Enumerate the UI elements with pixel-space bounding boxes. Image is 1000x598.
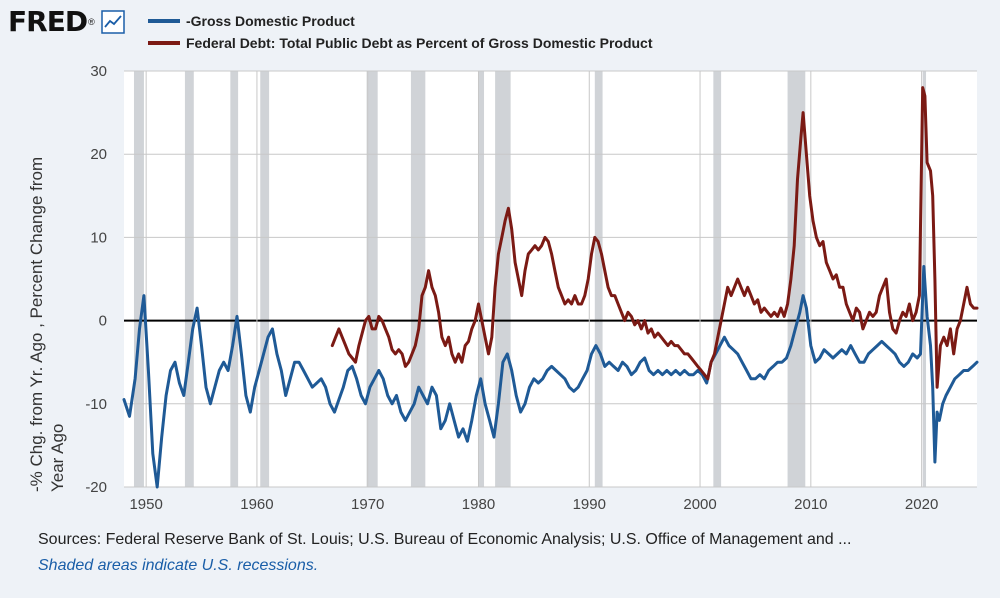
y-tick-label: 30 (90, 63, 107, 80)
recession-band-5 (410, 71, 426, 487)
legend-item-gdp[interactable]: -Gross Domestic Product (148, 10, 653, 32)
legend-swatch-gdp (148, 19, 180, 23)
y-axis-ticks: -20 -10 0 10 20 30 (85, 63, 107, 496)
x-tick-label: 2020 (905, 496, 938, 513)
y-tick-label: 0 (99, 313, 107, 330)
series-line-gdp[interactable] (122, 265, 979, 489)
recession-band-10 (787, 71, 806, 487)
recession-band-4 (366, 71, 378, 487)
recession-band-1 (184, 71, 194, 487)
footer-recession-note: Shaded areas indicate U.S. recessions. (38, 557, 319, 574)
recession-band-0 (133, 71, 144, 487)
legend: -Gross Domestic Product Federal Debt: To… (148, 10, 653, 54)
x-tick-label: 1960 (240, 496, 273, 513)
y-tick-label: -20 (85, 479, 107, 496)
y-tick-label: 10 (90, 229, 107, 246)
x-tick-label: 1970 (351, 496, 384, 513)
y-axis-label-line1: -% Chg. from Yr. Ago , Percent Change fr… (27, 157, 46, 492)
y-tick-label: -10 (85, 396, 107, 413)
series-line-debt[interactable] (330, 86, 979, 389)
footer-sources: Sources: Federal Reserve Bank of St. Lou… (38, 531, 852, 548)
chart-header: FRED ® -Gross Domestic Product Federal D… (0, 0, 1000, 60)
x-tick-label: 2000 (683, 496, 716, 513)
recession-band-6 (478, 71, 485, 487)
recession-band-7 (495, 71, 511, 487)
recession-bands (133, 71, 927, 487)
plot-background (124, 71, 977, 487)
x-tick-label: 2010 (794, 496, 827, 513)
legend-item-debt[interactable]: Federal Debt: Total Public Debt as Perce… (148, 32, 653, 54)
recession-band-3 (260, 71, 270, 487)
recession-band-9 (713, 71, 722, 487)
fred-logo-text: FRED (8, 5, 88, 38)
grid-lines (124, 70, 977, 488)
registered-mark: ® (88, 16, 95, 27)
x-tick-label: 1990 (573, 496, 606, 513)
x-axis-ticks: 1950 1960 1970 1980 1990 2000 2010 2020 (129, 496, 938, 513)
recession-band-8 (594, 71, 603, 487)
legend-swatch-debt (148, 41, 180, 45)
graph-icon (100, 9, 125, 34)
y-axis-label-line2: Year Ago (48, 424, 67, 492)
series-lines (122, 86, 979, 489)
x-tick-label: 1950 (129, 496, 162, 513)
legend-label-gdp: -Gross Domestic Product (186, 13, 355, 29)
legend-label-debt: Federal Debt: Total Public Debt as Perce… (186, 35, 653, 51)
y-tick-label: 20 (90, 146, 107, 163)
x-tick-label: 1980 (462, 496, 495, 513)
fred-logo[interactable]: FRED ® (8, 5, 125, 38)
recession-band-2 (230, 71, 239, 487)
line-chart: -20 -10 0 10 20 30 1950 1960 1970 1980 1990 2000 20… (27, 63, 979, 513)
